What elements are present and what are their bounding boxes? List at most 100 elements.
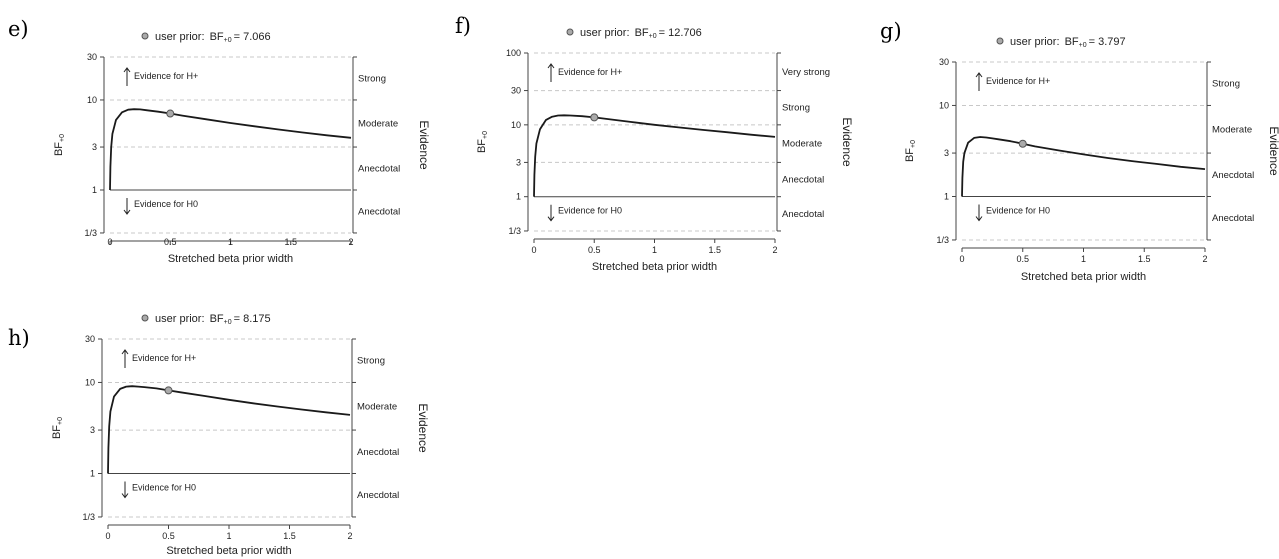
y-tick-label: 3 <box>90 425 95 435</box>
legend-point-marker <box>141 32 149 40</box>
legend-point-marker <box>996 37 1004 45</box>
evidence-category-label: Anecdotal <box>357 447 399 458</box>
evidence-category-label: Anecdotal <box>358 164 400 175</box>
evidence-h0-label: Evidence for H0 <box>134 199 198 209</box>
chart-panel-2: f) user prior: BF+0 = 12.7061/3131030100Ve… <box>455 14 854 273</box>
x-tick-label: 1 <box>1081 254 1086 264</box>
right-axis-title: Evidence <box>417 120 431 170</box>
arrow-up-icon-head <box>975 72 983 78</box>
evidence-category-label: Moderate <box>1212 124 1252 135</box>
chart-panel-1: e) user prior: BF+0 = 7.0661/3131030Strong… <box>8 17 431 265</box>
evidence-category-label: Very strong <box>782 67 830 78</box>
panel-letter: e) <box>8 17 29 41</box>
x-tick-label: 2 <box>348 237 353 247</box>
x-tick-label: 1 <box>228 237 233 247</box>
evidence-category-label: Anecdotal <box>1212 213 1254 224</box>
x-tick-label: 1 <box>652 245 657 255</box>
chart-title: user prior: BF+0 = 8.175 <box>155 313 271 326</box>
y-tick-label: 1/3 <box>508 226 521 236</box>
title-value: = 3.797 <box>1089 36 1126 48</box>
x-tick-label: 1.5 <box>1138 254 1151 264</box>
x-tick-label: 2 <box>1202 254 1207 264</box>
panel-letter: g) <box>880 19 902 43</box>
chart-panel-4: h)user prior: BF+0 = 8.1751/3131030Strong… <box>8 313 430 557</box>
y-tick-label: 3 <box>516 157 521 167</box>
y-tick-label: 1 <box>944 192 949 202</box>
x-axis-title: Stretched beta prior width <box>1021 271 1146 283</box>
y-tick-label: 1 <box>90 469 95 479</box>
y-axis-title: BF+0 <box>53 134 66 156</box>
title-bf-subscript: +0 <box>1079 42 1087 49</box>
chart-title: user prior: BF+0 = 7.066 <box>155 31 271 44</box>
x-tick-label: 1 <box>226 531 231 541</box>
arrow-up-icon-head <box>547 63 555 69</box>
title-value: = 12.706 <box>659 27 702 39</box>
y-tick-label: 30 <box>87 52 97 62</box>
evidence-category-label: Moderate <box>357 401 397 412</box>
title-prefix: user prior: <box>155 313 208 325</box>
title-bf-subscript: +0 <box>649 33 657 40</box>
y-tick-label: 3 <box>92 142 97 152</box>
user-prior-point <box>590 113 599 122</box>
y-tick-label: 10 <box>85 377 95 387</box>
x-tick-label: 0 <box>105 531 110 541</box>
title-bf-subscript: +0 <box>224 319 232 326</box>
evidence-category-label: Anecdotal <box>1212 170 1254 181</box>
y-tick-label: 1 <box>516 192 521 202</box>
x-axis-title: Stretched beta prior width <box>592 261 717 273</box>
user-prior-point <box>164 386 173 395</box>
y-tick-label: 100 <box>506 48 521 58</box>
chart-title: user prior: BF+0 = 3.797 <box>1010 36 1126 49</box>
x-tick-label: 0.5 <box>588 245 601 255</box>
panel-letter: h) <box>8 326 30 350</box>
bf-curve <box>533 114 776 197</box>
evidence-category-label: Anecdotal <box>782 175 824 186</box>
chart-title: user prior: BF+0 = 12.706 <box>580 27 702 40</box>
x-axis-title: Stretched beta prior width <box>168 253 293 265</box>
y-axis-title: BF+0 <box>904 140 917 162</box>
legend-point-marker <box>566 28 574 36</box>
evidence-category-label: Moderate <box>358 119 398 130</box>
right-axis-title: Evidence <box>416 403 430 453</box>
x-tick-label: 1.5 <box>284 237 297 247</box>
evidence-category-label: Anecdotal <box>782 209 824 220</box>
evidence-h1-label: Evidence for H+ <box>558 67 622 77</box>
y-tick-label: 10 <box>511 120 521 130</box>
arrow-down-icon-head <box>975 216 983 222</box>
bf-curve <box>961 136 1206 197</box>
y-axis-title: BF+0 <box>51 417 64 439</box>
arrow-down-icon-head <box>121 493 129 499</box>
x-tick-label: 0 <box>959 254 964 264</box>
y-axis-title: BF+0 <box>476 131 489 153</box>
title-prefix: user prior: <box>580 27 633 39</box>
x-tick-label: 0.5 <box>164 237 177 247</box>
arrow-up-icon-head <box>123 67 131 73</box>
y-tick-label: 1/3 <box>82 512 95 522</box>
y-tick-label: 10 <box>87 95 97 105</box>
y-tick-label: 1/3 <box>936 235 949 245</box>
title-prefix: user prior: <box>155 31 208 43</box>
evidence-h1-label: Evidence for H+ <box>132 353 196 363</box>
evidence-h0-label: Evidence for H0 <box>132 483 196 493</box>
title-bf: BF <box>635 27 649 39</box>
x-tick-label: 0.5 <box>1016 254 1029 264</box>
title-bf-subscript: +0 <box>224 37 232 44</box>
chart-panel-3: g) user prior: BF+0 = 3.7971/3131030Strong… <box>880 19 1279 283</box>
evidence-h0-label: Evidence for H0 <box>986 206 1050 216</box>
arrow-up-icon-head <box>121 349 129 355</box>
title-prefix: user prior: <box>1010 36 1063 48</box>
x-tick-label: 0 <box>531 245 536 255</box>
evidence-category-label: Strong <box>358 73 386 84</box>
x-tick-label: 1.5 <box>283 531 296 541</box>
user-prior-point <box>166 109 175 118</box>
x-tick-label: 1.5 <box>708 245 721 255</box>
title-bf: BF <box>210 31 224 43</box>
bf-curve <box>109 108 352 191</box>
x-tick-label: 0 <box>107 237 112 247</box>
x-tick-label: 2 <box>772 245 777 255</box>
evidence-category-label: Moderate <box>782 139 822 150</box>
y-tick-label: 10 <box>939 100 949 110</box>
evidence-h1-label: Evidence for H+ <box>986 76 1050 86</box>
title-bf: BF <box>210 313 224 325</box>
